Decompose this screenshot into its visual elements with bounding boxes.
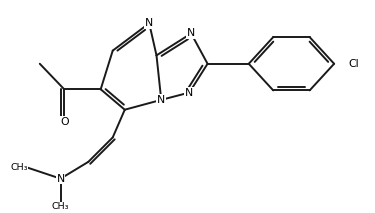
Text: O: O — [60, 117, 69, 127]
Text: CH₃: CH₃ — [10, 163, 28, 172]
Text: N: N — [145, 18, 153, 28]
Text: CH₃: CH₃ — [52, 202, 69, 211]
Text: N: N — [157, 95, 165, 105]
Text: N: N — [57, 174, 65, 184]
Text: N: N — [187, 29, 195, 39]
Text: N: N — [185, 88, 194, 98]
Text: Cl: Cl — [349, 59, 360, 69]
